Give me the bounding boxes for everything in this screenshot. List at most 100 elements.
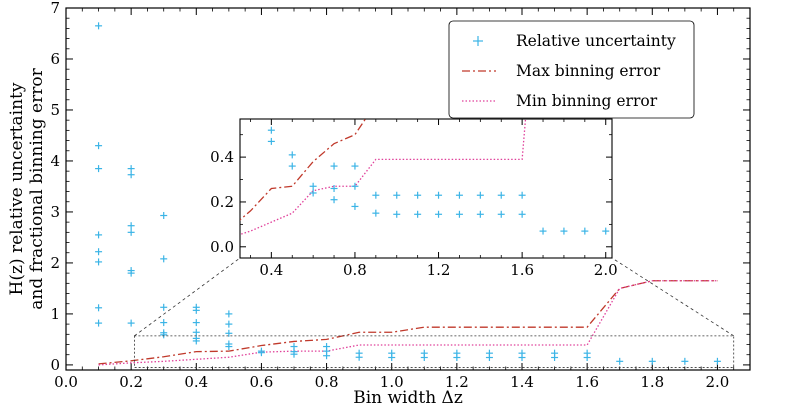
relative-uncertainty-point <box>192 319 200 327</box>
relative-uncertainty-point <box>95 165 103 173</box>
relative-uncertainty-point <box>127 319 135 327</box>
relative-uncertainty-point <box>560 227 568 235</box>
inset-x-tick-label: 0.4 <box>259 261 283 279</box>
relative-uncertainty-point <box>192 328 200 336</box>
relative-uncertainty-point <box>323 352 331 360</box>
relative-uncertainty-point <box>581 227 589 235</box>
relative-uncertainty-point <box>372 191 380 199</box>
relative-uncertainty-point <box>485 354 493 362</box>
relative-uncertainty-point <box>192 306 200 314</box>
inset-y-tick-label: 0.0 <box>210 238 234 256</box>
x-tick-label: 1.8 <box>640 373 664 391</box>
relative-uncertainty-point <box>551 354 559 362</box>
relative-uncertainty-point <box>518 210 526 218</box>
relative-uncertainty-point <box>539 227 547 235</box>
relative-uncertainty-point <box>257 349 265 357</box>
relative-uncertainty-point <box>127 222 135 230</box>
relative-uncertainty-point <box>309 182 317 190</box>
relative-uncertainty-point <box>267 137 275 145</box>
relative-uncertainty-point <box>713 357 721 365</box>
relative-uncertainty-point <box>225 329 233 337</box>
x-axis-title: Bin width Δz <box>353 388 463 408</box>
inset-x-tick-label: 1.6 <box>510 261 534 279</box>
y-tick-label: 5 <box>50 101 60 119</box>
legend: Relative uncertainty Max binning error M… <box>448 20 695 119</box>
y-tick-label: 4 <box>50 152 60 170</box>
relative-uncertainty-point <box>127 228 135 236</box>
relative-uncertainty-point <box>355 353 363 361</box>
relative-uncertainty-point <box>127 165 135 173</box>
relative-uncertainty-point <box>95 231 103 239</box>
zoom-connector-left <box>134 257 241 337</box>
relative-uncertainty-point <box>160 303 168 311</box>
relative-uncertainty-point <box>616 357 624 365</box>
x-tick-label: 0.4 <box>184 373 208 391</box>
relative-uncertainty-point <box>192 337 200 345</box>
relative-uncertainty-point <box>420 354 428 362</box>
relative-uncertainty-point <box>225 310 233 318</box>
relative-uncertainty-point <box>225 320 233 328</box>
relative-uncertainty-point <box>372 209 380 217</box>
min-binning-error-line <box>240 119 527 236</box>
relative-uncertainty-point <box>414 210 422 218</box>
y-tick-label: 2 <box>50 254 60 272</box>
inset-x-tick-label: 2.0 <box>594 261 618 279</box>
relative-uncertainty-point <box>127 269 135 277</box>
relative-uncertainty-point <box>288 162 296 170</box>
relative-uncertainty-point <box>267 126 275 134</box>
relative-uncertainty-point <box>681 357 689 365</box>
legend-box <box>448 20 695 119</box>
relative-uncertainty-point <box>453 354 461 362</box>
relative-uncertainty-point <box>518 191 526 199</box>
relative-uncertainty-point <box>414 191 422 199</box>
relative-uncertainty-point <box>160 212 168 220</box>
inset-y-tick-label: 0.2 <box>210 193 234 211</box>
relative-uncertainty-point <box>602 227 610 235</box>
x-tick-label: 2.0 <box>705 373 729 391</box>
relative-uncertainty-point <box>288 151 296 159</box>
x-tick-label: 0.2 <box>119 373 143 391</box>
relative-uncertainty-point <box>583 354 591 362</box>
relative-uncertainty-point <box>309 189 317 197</box>
relative-uncertainty-point <box>393 210 401 218</box>
relative-uncertainty-point <box>455 191 463 199</box>
main-series-group <box>95 22 721 366</box>
relative-uncertainty-point <box>330 185 338 192</box>
y-axis-title-line1: H(z) relative uncertainty <box>7 82 27 295</box>
legend-label-max-binning-error: Max binning error <box>516 62 661 80</box>
main-tick-labels: 0.0 0.2 0.4 0.6 0.8 1.0 1.2 1.4 1.6 1.8 2.0 0 1 2 3 4 5 6… <box>50 0 729 391</box>
relative-uncertainty-point <box>648 357 656 365</box>
relative-uncertainty-point <box>330 162 338 170</box>
relative-uncertainty-point <box>330 196 338 204</box>
relative-uncertainty-point <box>160 319 168 327</box>
y-tick-label: 7 <box>50 0 60 17</box>
relative-uncertainty-point <box>351 162 359 170</box>
relative-uncertainty-point <box>95 142 103 150</box>
max-binning-error-line <box>98 280 718 365</box>
inset-tick-labels: 0.4 0.8 1.2 1.6 2.0 0.0 0.2 0.4 <box>210 148 618 279</box>
relative-uncertainty-point <box>290 350 298 358</box>
legend-label-relative-uncertainty: Relative uncertainty <box>516 32 676 50</box>
y-tick-label: 3 <box>50 203 60 221</box>
relative-uncertainty-point <box>455 210 463 218</box>
inset-y-tick-label: 0.4 <box>210 148 234 166</box>
inset-series-group <box>240 119 610 236</box>
main-axis-ticks <box>65 7 750 370</box>
relative-uncertainty-point <box>351 202 359 210</box>
relative-uncertainty-point <box>95 304 103 312</box>
x-tick-label: 1.4 <box>510 373 534 391</box>
relative-uncertainty-point <box>435 210 443 218</box>
x-tick-label: 1.6 <box>575 373 599 391</box>
zoom-connector-right <box>611 257 734 337</box>
x-tick-label: 1.2 <box>445 373 469 391</box>
relative-uncertainty-point <box>518 354 526 362</box>
relative-uncertainty-point <box>393 191 401 199</box>
legend-label-min-binning-error: Min binning error <box>516 92 658 110</box>
relative-uncertainty-point <box>435 191 443 199</box>
x-tick-label: 0.0 <box>54 373 78 391</box>
inset-plot-frame <box>239 118 613 259</box>
inset-x-tick-label: 1.2 <box>427 261 451 279</box>
zoom-indicator <box>133 257 735 368</box>
relative-uncertainty-point <box>95 22 103 30</box>
